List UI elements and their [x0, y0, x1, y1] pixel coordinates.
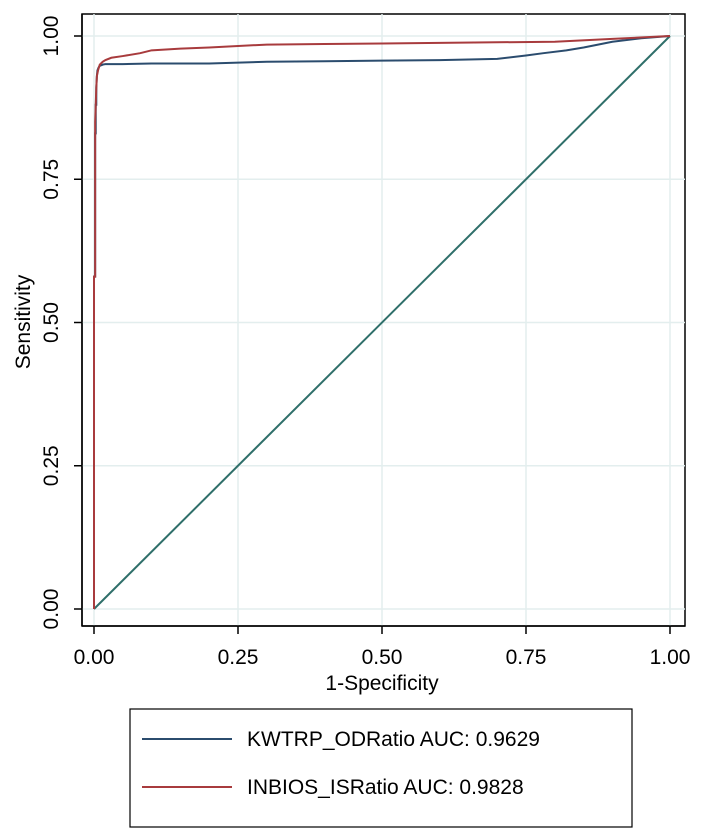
x-axis-title: 1-Specificity — [325, 672, 439, 695]
x-tick-label: 0.00 — [74, 646, 115, 669]
legend-label-inbios: INBIOS_ISRatio AUC: 0.9828 — [247, 776, 524, 799]
y-tick-label: 0.25 — [40, 445, 63, 486]
x-tick-label: 0.50 — [362, 646, 403, 669]
y-tick-label: 0.50 — [40, 302, 63, 343]
x-tick-label: 1.00 — [650, 646, 691, 669]
x-tick-label: 0.75 — [506, 646, 547, 669]
tick-layer: 0.00 0.25 0.50 0.75 1.00 0.00 0.25 0.50 0.75 1.00 — [40, 16, 690, 669]
y-tick-label: 1.00 — [40, 16, 63, 57]
legend-box — [129, 708, 633, 828]
y-tick-label: 0.75 — [40, 159, 63, 200]
reference-diagonal-line — [93, 35, 671, 610]
y-axis-title: Sensitivity — [12, 274, 35, 369]
series-layer — [93, 35, 671, 610]
legend-label-kwtrp: KWTRP_ODRatio AUC: 0.9629 — [247, 728, 540, 751]
inbios-roc-curve — [93, 35, 671, 609]
y-tick-label: 0.00 — [40, 589, 63, 630]
x-tick-label: 0.25 — [218, 646, 259, 669]
